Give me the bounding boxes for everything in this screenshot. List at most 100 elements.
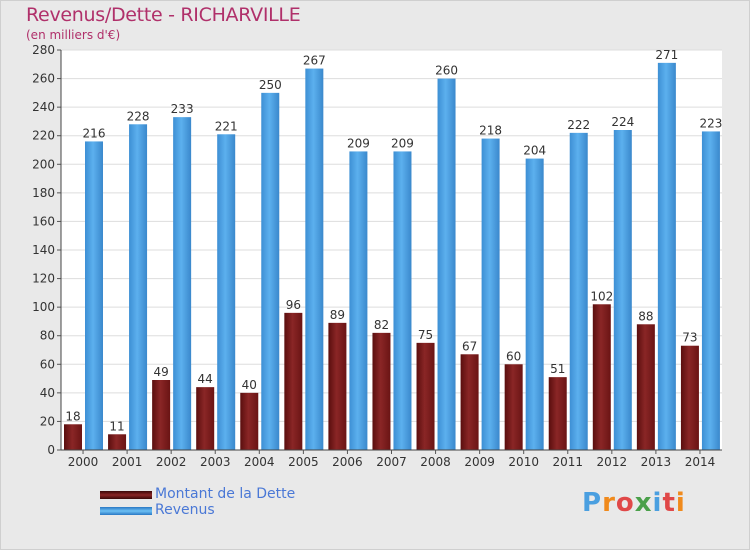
- data-label-dette: 18: [65, 409, 80, 423]
- y-tick-label: 260: [32, 72, 55, 86]
- bar-dette: [108, 434, 127, 450]
- bar-revenus: [349, 151, 368, 450]
- data-label-dette: 96: [286, 298, 301, 312]
- bar-dette: [636, 324, 655, 450]
- x-tick-label: 2013: [641, 455, 672, 469]
- data-label-revenus: 233: [171, 102, 194, 116]
- data-label-revenus: 260: [435, 64, 458, 78]
- logo-letter: i: [675, 488, 686, 518]
- y-tick-label: 140: [32, 243, 55, 257]
- x-tick-label: 2012: [597, 455, 628, 469]
- data-label-dette: 75: [418, 328, 433, 342]
- bar-revenus: [569, 132, 588, 450]
- y-tick-label: 220: [32, 129, 55, 143]
- bar-revenus: [525, 158, 544, 451]
- bar-revenus: [613, 130, 632, 450]
- x-tick-label: 2000: [68, 455, 99, 469]
- bar-dette: [504, 364, 523, 450]
- data-label-revenus: 250: [259, 78, 282, 92]
- data-label-dette: 82: [374, 318, 389, 332]
- logo-letter: P: [582, 488, 603, 518]
- bar-revenus: [85, 141, 103, 450]
- data-label-revenus: 209: [391, 136, 414, 150]
- x-tick-label: 2003: [200, 455, 231, 469]
- bar-dette: [64, 424, 82, 450]
- data-label-dette: 11: [109, 419, 124, 433]
- logo-letter: t: [662, 488, 676, 518]
- data-label-revenus: 228: [127, 109, 150, 123]
- x-tick-label: 2008: [420, 455, 451, 469]
- bar-revenus: [129, 124, 148, 451]
- x-tick-label: 2011: [552, 455, 583, 469]
- y-tick-label: 120: [32, 272, 55, 286]
- data-label-revenus: 267: [303, 54, 326, 68]
- data-label-dette: 102: [590, 289, 613, 303]
- data-label-dette: 44: [198, 372, 213, 386]
- logo-letter: x: [634, 488, 653, 518]
- data-label-revenus: 224: [611, 115, 634, 129]
- data-label-revenus: 209: [347, 136, 370, 150]
- data-label-revenus: 271: [655, 48, 678, 62]
- x-tick-label: 2006: [332, 455, 363, 469]
- logo-letter: i: [652, 488, 663, 518]
- data-label-revenus: 222: [567, 118, 590, 132]
- data-label-revenus: 204: [523, 144, 546, 158]
- x-tick-label: 2002: [156, 455, 187, 469]
- proxiti-logo: Proxiti: [582, 488, 686, 518]
- data-label-revenus: 216: [83, 126, 106, 140]
- bar-dette: [240, 392, 259, 450]
- y-tick-label: 80: [40, 329, 55, 343]
- y-tick-label: 160: [32, 214, 55, 228]
- bar-dette: [152, 380, 171, 450]
- y-tick-label: 200: [32, 157, 55, 171]
- y-tick-label: 60: [40, 357, 55, 371]
- y-tick-label: 100: [32, 300, 55, 314]
- y-tick-label: 240: [32, 100, 55, 114]
- y-tick-label: 20: [40, 414, 55, 428]
- data-labels: 18 216 11 228 49 233 44 221 40 250 96 267 89 209 82 209…: [65, 48, 722, 433]
- data-label-dette: 40: [242, 378, 257, 392]
- data-label-dette: 73: [682, 331, 697, 345]
- chart-subtitle: (en milliers d'€): [26, 28, 121, 42]
- bar-revenus: [437, 78, 456, 451]
- bar-dette: [416, 342, 435, 450]
- legend-swatch-dette: [100, 491, 152, 499]
- bar-revenus: [261, 92, 280, 450]
- x-tick-label: 2014: [685, 455, 716, 469]
- x-tick-label: 2004: [244, 455, 275, 469]
- logo-letter: o: [615, 488, 635, 518]
- data-label-dette: 49: [153, 365, 168, 379]
- legend-swatch-revenus: [100, 507, 152, 515]
- data-label-dette: 67: [462, 339, 477, 353]
- bar-dette: [372, 332, 391, 450]
- bar-dette: [548, 377, 567, 450]
- bar-dette: [196, 387, 215, 450]
- legend-label-dette: Montant de la Dette: [155, 486, 296, 502]
- bar-dette: [328, 322, 347, 450]
- x-tick-label: 2001: [112, 455, 143, 469]
- bar-revenus: [393, 151, 412, 450]
- bar-revenus: [701, 131, 720, 450]
- bar-revenus: [481, 138, 500, 451]
- data-label-revenus: 218: [479, 124, 502, 138]
- y-tick-label: 0: [47, 443, 55, 457]
- bar-revenus: [173, 117, 192, 451]
- logo-letter: r: [602, 488, 616, 518]
- bar-revenus: [305, 68, 324, 451]
- legend-label-revenus: Revenus: [155, 502, 215, 518]
- bar-revenus: [217, 134, 236, 451]
- bar-revenus: [657, 62, 676, 450]
- bars: [64, 62, 720, 451]
- data-label-revenus: 223: [699, 116, 722, 130]
- x-tick-label: 2009: [464, 455, 495, 469]
- x-tick-label: 2007: [376, 455, 407, 469]
- data-label-dette: 89: [330, 308, 345, 322]
- data-label-dette: 88: [638, 309, 653, 323]
- data-label-revenus: 221: [215, 119, 238, 133]
- bar-dette: [680, 345, 699, 450]
- bar-dette: [460, 354, 479, 450]
- y-tick-label: 280: [32, 43, 55, 57]
- data-label-dette: 60: [506, 349, 521, 363]
- x-tick-label: 2005: [288, 455, 319, 469]
